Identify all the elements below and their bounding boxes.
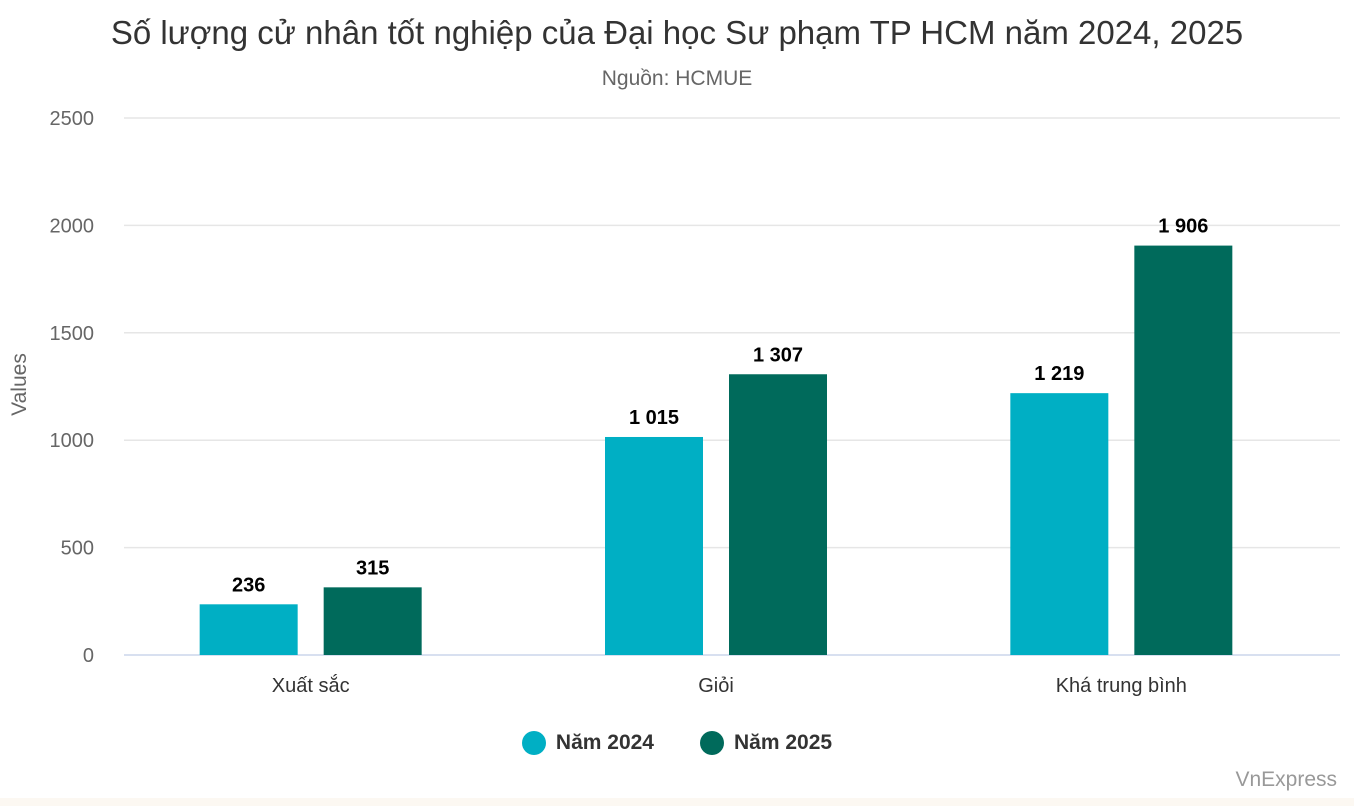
chart-title: Số lượng cử nhân tốt nghiệp của Đại học … <box>110 14 1244 51</box>
footer-strip <box>0 798 1354 806</box>
y-tick-label: 2000 <box>50 215 95 237</box>
x-tick-label: Khá trung bình <box>1056 675 1187 697</box>
chart-plot-area: 0 500 1000 1500 2000 2500 Values 236 315 Xuất sắc… <box>8 108 1340 697</box>
bar-2024-2[interactable] <box>1010 393 1109 655</box>
x-tick-label: Giỏi <box>698 675 734 697</box>
y-tick-label: 2500 <box>50 108 95 130</box>
credit-label[interactable]: VnExpress <box>1235 768 1337 791</box>
x-tick-label: Xuất sắc <box>272 674 350 697</box>
data-label: 1 906 <box>1158 216 1208 238</box>
data-label: 1 307 <box>753 344 803 366</box>
legend-item-2025[interactable]: Năm 2025 <box>700 731 832 755</box>
y-axis-label: Values <box>8 353 31 416</box>
legend: Năm 2024 Năm 2025 <box>0 731 1354 755</box>
legend-swatch-2024 <box>521 731 546 755</box>
bar-2024-0[interactable] <box>199 604 298 655</box>
y-tick-label: 1500 <box>50 323 95 345</box>
bar-2025-1[interactable] <box>729 374 827 655</box>
data-label: 1 219 <box>1034 363 1084 385</box>
data-label: 315 <box>356 557 389 579</box>
bar-2025-2[interactable] <box>1134 245 1233 656</box>
bar-2025-0[interactable] <box>323 587 422 655</box>
y-tick-label: 1000 <box>50 430 95 452</box>
legend-label-2025: Năm 2025 <box>734 731 833 754</box>
legend-label-2024: Năm 2024 <box>555 731 654 754</box>
data-label: 236 <box>232 574 265 596</box>
legend-swatch-2025 <box>700 731 724 755</box>
data-label: 1 015 <box>629 407 679 429</box>
bar-2024-1[interactable] <box>605 436 703 655</box>
y-tick-label: 0 <box>83 645 94 667</box>
legend-item-2024[interactable]: Năm 2024 <box>521 731 654 755</box>
y-tick-label: 500 <box>61 538 94 560</box>
chart-subtitle: Nguồn: HCMUE <box>601 67 753 90</box>
